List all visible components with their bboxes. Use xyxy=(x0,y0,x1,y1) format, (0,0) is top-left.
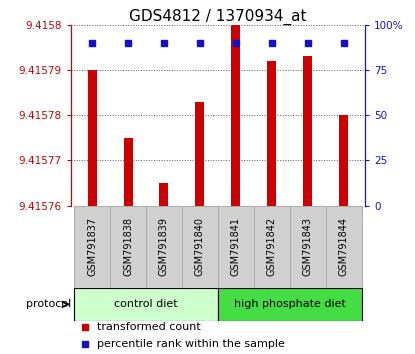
Bar xyxy=(267,61,276,206)
Text: GSM791840: GSM791840 xyxy=(195,217,205,276)
Text: percentile rank within the sample: percentile rank within the sample xyxy=(97,339,285,349)
Bar xyxy=(326,206,361,288)
Text: GSM791843: GSM791843 xyxy=(303,217,313,276)
Text: GSM791841: GSM791841 xyxy=(231,217,241,276)
Text: GSM791844: GSM791844 xyxy=(339,217,349,276)
Text: GSM791842: GSM791842 xyxy=(267,217,277,276)
Bar xyxy=(182,206,218,288)
Bar xyxy=(195,102,205,206)
Bar xyxy=(290,206,326,288)
Text: GSM791837: GSM791837 xyxy=(87,217,97,276)
Text: GSM791839: GSM791839 xyxy=(159,217,169,276)
Bar xyxy=(159,183,168,206)
Text: control diet: control diet xyxy=(114,299,178,309)
Text: transformed count: transformed count xyxy=(97,322,201,332)
Bar xyxy=(218,288,361,321)
Bar xyxy=(110,206,146,288)
Text: high phosphate diet: high phosphate diet xyxy=(234,299,346,309)
Bar xyxy=(146,206,182,288)
Bar xyxy=(218,206,254,288)
Text: protocol: protocol xyxy=(26,299,71,309)
Text: GSM791838: GSM791838 xyxy=(123,217,133,276)
Bar xyxy=(74,206,110,288)
Bar xyxy=(254,206,290,288)
Title: GDS4812 / 1370934_at: GDS4812 / 1370934_at xyxy=(129,8,307,25)
Bar xyxy=(231,25,240,206)
Bar xyxy=(339,115,348,206)
Bar xyxy=(88,70,97,206)
Bar xyxy=(303,56,312,206)
Bar xyxy=(124,138,132,206)
Bar xyxy=(74,288,218,321)
